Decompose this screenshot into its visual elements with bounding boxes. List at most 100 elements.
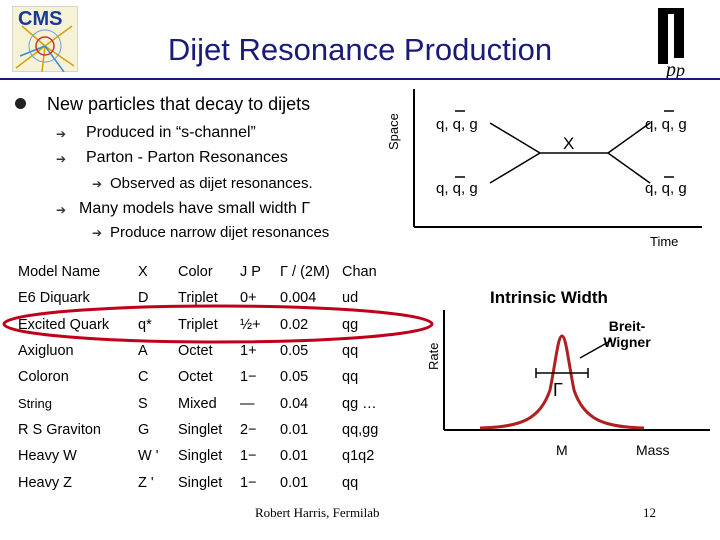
arrow-icon: ➔ — [56, 127, 67, 141]
cell-model: Heavy W — [18, 448, 77, 465]
breit-wigner-curve — [479, 334, 645, 430]
incoming-bottom-line — [489, 152, 541, 184]
cms-logo: CMS — [11, 5, 79, 73]
bullet-sub3-text: Many models have small width Γ — [79, 200, 311, 217]
width-plot-title: Intrinsic Width — [490, 288, 608, 307]
table-header-row: Model Name X Color J P Γ / (2M) Chan — [18, 259, 402, 285]
cell-chan: qq,gg — [342, 421, 379, 438]
cms-logo-graphic — [11, 5, 79, 73]
arrow-icon: ➔ — [92, 177, 103, 191]
svg-text:p: p — [674, 60, 685, 80]
resonance-x-label: X — [563, 134, 575, 153]
feynman-diagram — [413, 89, 702, 228]
cell-model: Axigluon — [18, 343, 74, 360]
cell-chan: qq — [342, 369, 359, 386]
cell-chan: qg … — [342, 395, 377, 412]
cell-x: W ' — [138, 448, 159, 465]
bullet-sub3a-text: Produce narrow dijet resonances — [110, 224, 330, 241]
cell-model: Heavy Z — [18, 474, 72, 491]
cell-model: Coloron — [18, 369, 69, 386]
page-number: 12 — [643, 505, 656, 520]
cell-x: Z ' — [138, 474, 154, 491]
table-row: Heavy Z Z ' Singlet 1− 0.01 qq — [18, 469, 402, 495]
cell-color: Octet — [178, 343, 213, 360]
highlight-ellipse — [2, 304, 434, 344]
header-model-name: Model Name — [18, 264, 101, 281]
header-width: Γ / (2M) — [280, 264, 330, 281]
incoming-top-line — [489, 122, 541, 154]
outgoing-bottom-label: q, q, g — [645, 180, 687, 197]
outgoing-top-line — [607, 122, 651, 154]
header-color: Color — [178, 264, 213, 281]
incoming-top-label: q, q, g — [436, 116, 478, 133]
table-row: Excited Quark q* Triplet ½+ 0.02 qg — [18, 312, 402, 338]
peak-mass-label: M — [556, 442, 568, 458]
main-bullet — [15, 98, 26, 109]
models-table: Model Name X Color J P Γ / (2M) Chan E6 … — [18, 259, 402, 496]
cell-color: Octet — [178, 369, 213, 386]
header-x: X — [138, 264, 148, 281]
cell-chan: q1q2 — [342, 448, 375, 465]
header-jp: J P — [240, 264, 261, 281]
cell-x: A — [138, 343, 148, 360]
cell-jp: 1− — [240, 474, 257, 491]
cell-jp: 1− — [240, 369, 257, 386]
table-row: Heavy W W ' Singlet 1− 0.01 q1q2 — [18, 443, 402, 469]
cell-jp: 0+ — [240, 290, 257, 307]
rate-axis-label: Rate — [426, 342, 441, 370]
cell-jp: — — [240, 395, 255, 412]
svg-text:p: p — [664, 59, 676, 80]
arrow-icon: ➔ — [56, 152, 67, 166]
bullet-main-text: New particles that decay to dijets — [47, 94, 311, 114]
cell-model: E6 Diquark — [18, 290, 90, 307]
cell-model: Excited Quark — [18, 316, 110, 333]
outgoing-top-label: q, q, g — [645, 116, 687, 133]
cell-width: 0.04 — [280, 395, 309, 412]
cell-model: String — [18, 396, 52, 412]
bullet-sub2-text: Parton - Parton Resonances — [86, 149, 288, 166]
cell-jp: ½+ — [240, 316, 261, 333]
cell-x: S — [138, 395, 148, 412]
cell-chan: qg — [342, 316, 359, 333]
cell-x: q* — [138, 316, 152, 333]
curve-label-pointer — [579, 339, 613, 359]
cell-width: 0.004 — [280, 290, 317, 307]
breit-wigner-label: Breit-Wigner — [603, 318, 651, 350]
table-row: R S Graviton G Singlet 2− 0.01 qq,gg — [18, 417, 402, 443]
cell-color: Triplet — [178, 290, 218, 307]
arrow-icon: ➔ — [56, 203, 67, 217]
cell-chan: qq — [342, 343, 359, 360]
cell-color: Singlet — [178, 421, 223, 438]
mass-axis-label: Mass — [636, 442, 670, 458]
cell-x: D — [138, 290, 149, 307]
cell-x: C — [138, 369, 149, 386]
cell-x: G — [138, 421, 150, 438]
cell-chan: qq — [342, 474, 359, 491]
cell-color: Triplet — [178, 316, 218, 333]
table-row: E6 Diquark D Triplet 0+ 0.004 ud — [18, 285, 402, 311]
cms-logo-text: CMS — [18, 8, 63, 30]
bullet-sub2a-text: Observed as dijet resonances. — [110, 175, 313, 192]
fermilab-logo-graphic: p p — [648, 8, 696, 81]
cell-color: Singlet — [178, 474, 223, 491]
cell-width: 0.01 — [280, 421, 309, 438]
cell-color: Singlet — [178, 448, 223, 465]
cell-width: 0.05 — [280, 343, 309, 360]
cell-jp: 2− — [240, 421, 257, 438]
header-chan: Chan — [342, 264, 377, 281]
cell-model: R S Graviton — [18, 421, 101, 438]
incoming-bottom-label: q, q, g — [436, 180, 478, 197]
title-divider — [0, 78, 720, 80]
cell-chan: ud — [342, 290, 359, 307]
width-plot — [443, 310, 710, 431]
gamma-label: Γ — [553, 380, 563, 400]
cell-width: 0.02 — [280, 316, 309, 333]
cell-width: 0.05 — [280, 369, 309, 386]
arrow-icon: ➔ — [92, 226, 103, 240]
fermilab-logo: p p — [648, 6, 698, 81]
cell-jp: 1+ — [240, 343, 257, 360]
table-row: Axigluon A Octet 1+ 0.05 qq — [18, 338, 402, 364]
space-axis-label: Space — [386, 113, 401, 150]
table-row: Coloron C Octet 1− 0.05 qq — [18, 364, 402, 390]
cell-jp: 1− — [240, 448, 257, 465]
